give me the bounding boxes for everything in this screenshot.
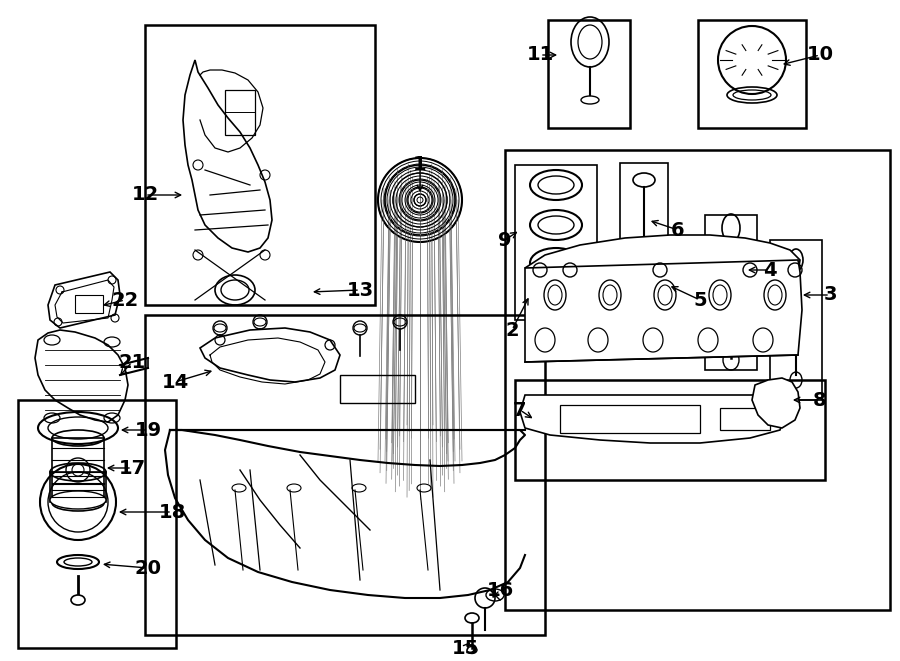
Text: 9: 9: [499, 231, 512, 249]
Bar: [50, 472, 106, 502]
Bar: [560, 405, 700, 433]
Text: 21: 21: [119, 352, 146, 371]
Bar: [145, 25, 375, 305]
Bar: [720, 408, 770, 430]
Text: 19: 19: [134, 420, 162, 440]
Bar: [18, 400, 176, 648]
Bar: [145, 315, 545, 635]
Bar: [515, 165, 597, 320]
Bar: [52, 438, 104, 503]
Bar: [770, 240, 822, 400]
Bar: [620, 163, 668, 315]
Bar: [75, 295, 103, 313]
Text: 18: 18: [158, 502, 185, 522]
Bar: [698, 20, 806, 128]
Text: 8: 8: [814, 391, 827, 410]
Text: 17: 17: [119, 459, 146, 477]
Text: 12: 12: [131, 186, 158, 204]
Text: 11: 11: [526, 46, 554, 65]
Text: 4: 4: [763, 260, 777, 280]
Text: 7: 7: [513, 401, 526, 420]
Bar: [340, 375, 415, 403]
Polygon shape: [752, 378, 800, 428]
Text: 5: 5: [693, 290, 706, 309]
Polygon shape: [35, 330, 128, 422]
Text: 16: 16: [486, 580, 514, 600]
Polygon shape: [48, 272, 120, 328]
Ellipse shape: [71, 595, 85, 605]
Polygon shape: [525, 235, 800, 293]
Bar: [638, 248, 686, 318]
Text: 6: 6: [671, 221, 685, 239]
Text: 10: 10: [806, 46, 833, 65]
Polygon shape: [200, 328, 340, 382]
Bar: [505, 150, 890, 610]
Text: 20: 20: [134, 559, 161, 578]
Text: 22: 22: [112, 290, 139, 309]
Polygon shape: [520, 395, 788, 443]
Text: 2: 2: [505, 321, 518, 340]
Text: 3: 3: [824, 286, 837, 305]
Bar: [548, 20, 630, 128]
Text: 15: 15: [452, 639, 479, 658]
Bar: [705, 215, 757, 370]
Bar: [225, 90, 255, 135]
Text: 14: 14: [161, 373, 189, 391]
Text: 13: 13: [346, 280, 374, 299]
Polygon shape: [525, 260, 802, 362]
Ellipse shape: [50, 491, 106, 509]
Bar: [515, 380, 825, 480]
Text: 1: 1: [413, 155, 427, 175]
Polygon shape: [183, 60, 272, 252]
